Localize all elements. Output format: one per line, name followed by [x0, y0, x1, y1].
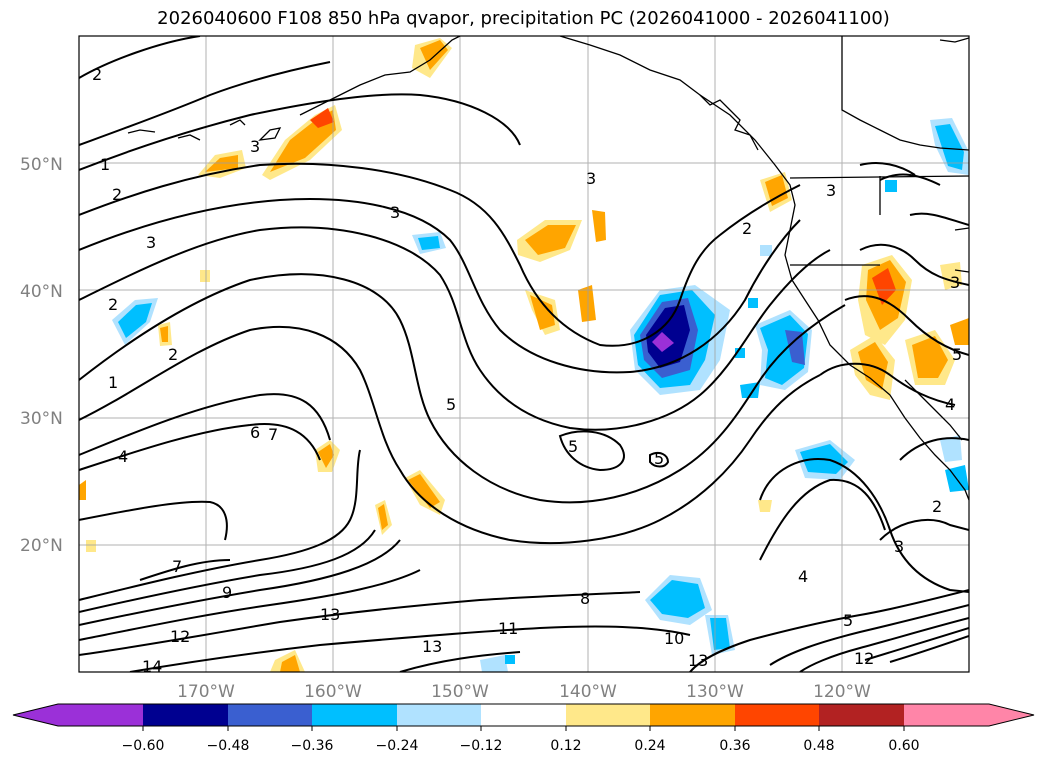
coastlines [127, 36, 969, 501]
contour-label: 5 [568, 437, 578, 456]
colorbar-tick-label: −0.36 [291, 738, 334, 754]
colorbar-segment [397, 704, 481, 726]
lon-tick-label: 160°W [304, 682, 362, 702]
contour-label: 1 [108, 373, 118, 392]
colorbar-segment [312, 704, 397, 726]
contour-label: 2 [92, 65, 102, 84]
contour-label: 3 [250, 137, 260, 156]
colorbar-tick-label: 0.48 [803, 738, 834, 754]
contour-label: 12 [170, 627, 190, 646]
lon-tick-label: 140°W [559, 682, 617, 702]
lon-tick-label: 170°W [177, 682, 235, 702]
contour-label: 2 [742, 219, 752, 238]
colorbar-segment [58, 704, 143, 726]
colorbar-segment [566, 704, 650, 726]
precip-positive-shading [79, 38, 969, 672]
colorbar-tick-label: −0.12 [460, 738, 503, 754]
contour-label: 12 [854, 649, 874, 668]
contour-label: 3 [390, 203, 400, 222]
map-gridlines [79, 36, 969, 672]
colorbar-segment [989, 704, 1034, 726]
colorbar-tick-label: 0.60 [888, 738, 919, 754]
colorbar-tick-label: −0.24 [376, 738, 419, 754]
contour-label: 2 [932, 497, 942, 516]
contour-labels: 2 1 2 3 2 1 2 4 6 7 7 9 12 13 14 3 3 3 2… [92, 65, 962, 676]
contour-label: 4 [945, 395, 955, 414]
colorbar-tick-label: 0.24 [634, 738, 665, 754]
latitude-labels: 20°N 30°N 40°N 50°N [20, 155, 63, 556]
colorbar-ticks [142, 726, 905, 731]
colorbar-segment [13, 704, 58, 726]
map-title: 2026040600 F108 850 hPa qvapor, precipit… [157, 8, 890, 29]
contour-label: 3 [586, 169, 596, 188]
precip-negative-shading [112, 118, 969, 672]
contour-label: 2 [108, 295, 118, 314]
contour-label: 9 [222, 583, 232, 602]
contour-label: 13 [688, 651, 708, 670]
contour-label: 2 [168, 345, 178, 364]
colorbar-outline [12, 703, 1035, 727]
colorbar-segment [481, 704, 566, 726]
contour-label: 3 [146, 233, 156, 252]
lat-tick-label: 40°N [20, 282, 63, 302]
colorbar-tick-label: −0.60 [122, 738, 165, 754]
lat-tick-label: 20°N [20, 536, 63, 556]
contour-label: 6 [250, 423, 260, 442]
contour-label: 7 [172, 557, 182, 576]
longitude-labels: 170°W 160°W 150°W 140°W 130°W 120°W [177, 682, 871, 702]
colorbar-tick-label: −0.48 [207, 738, 250, 754]
lon-tick-label: 150°W [431, 682, 489, 702]
colorbar-segment [904, 704, 989, 726]
contour-label: 4 [118, 447, 128, 466]
contour-label: 5 [446, 395, 456, 414]
contour-label: 1 [100, 155, 110, 174]
lon-tick-label: 130°W [686, 682, 744, 702]
contour-label: 3 [826, 181, 836, 200]
colorbar-segment [650, 704, 735, 726]
contour-label: 5 [952, 345, 962, 364]
contour-label: 14 [142, 657, 162, 676]
contour-label: 4 [798, 567, 808, 586]
contour-label: 2 [112, 185, 122, 204]
contour-label: 13 [320, 605, 340, 624]
contour-label: 5 [654, 449, 664, 468]
lon-tick-label: 120°W [813, 682, 871, 702]
contour-label: 13 [422, 637, 442, 656]
colorbar-segment [228, 704, 312, 726]
contour-label: 3 [894, 537, 904, 556]
colorbar-segment [819, 704, 904, 726]
contour-label: 5 [843, 611, 853, 630]
colorbar: −0.60 −0.48 −0.36 −0.24 −0.12 0.12 0.24 … [12, 703, 1035, 754]
contour-label: 3 [950, 273, 960, 292]
contour-label: 8 [580, 589, 590, 608]
colorbar-segment [735, 704, 819, 726]
map-background [79, 36, 969, 672]
colorbar-segment [143, 704, 228, 726]
contour-label: 11 [498, 619, 518, 638]
lat-tick-label: 30°N [20, 409, 63, 429]
qvapor-contours [79, 36, 969, 672]
contour-label: 10 [664, 629, 684, 648]
colorbar-tick-label: 0.12 [550, 738, 581, 754]
lat-tick-label: 50°N [20, 155, 63, 175]
contour-label: 7 [268, 425, 278, 444]
colorbar-tick-label: 0.36 [719, 738, 750, 754]
map-frame [78, 35, 970, 673]
